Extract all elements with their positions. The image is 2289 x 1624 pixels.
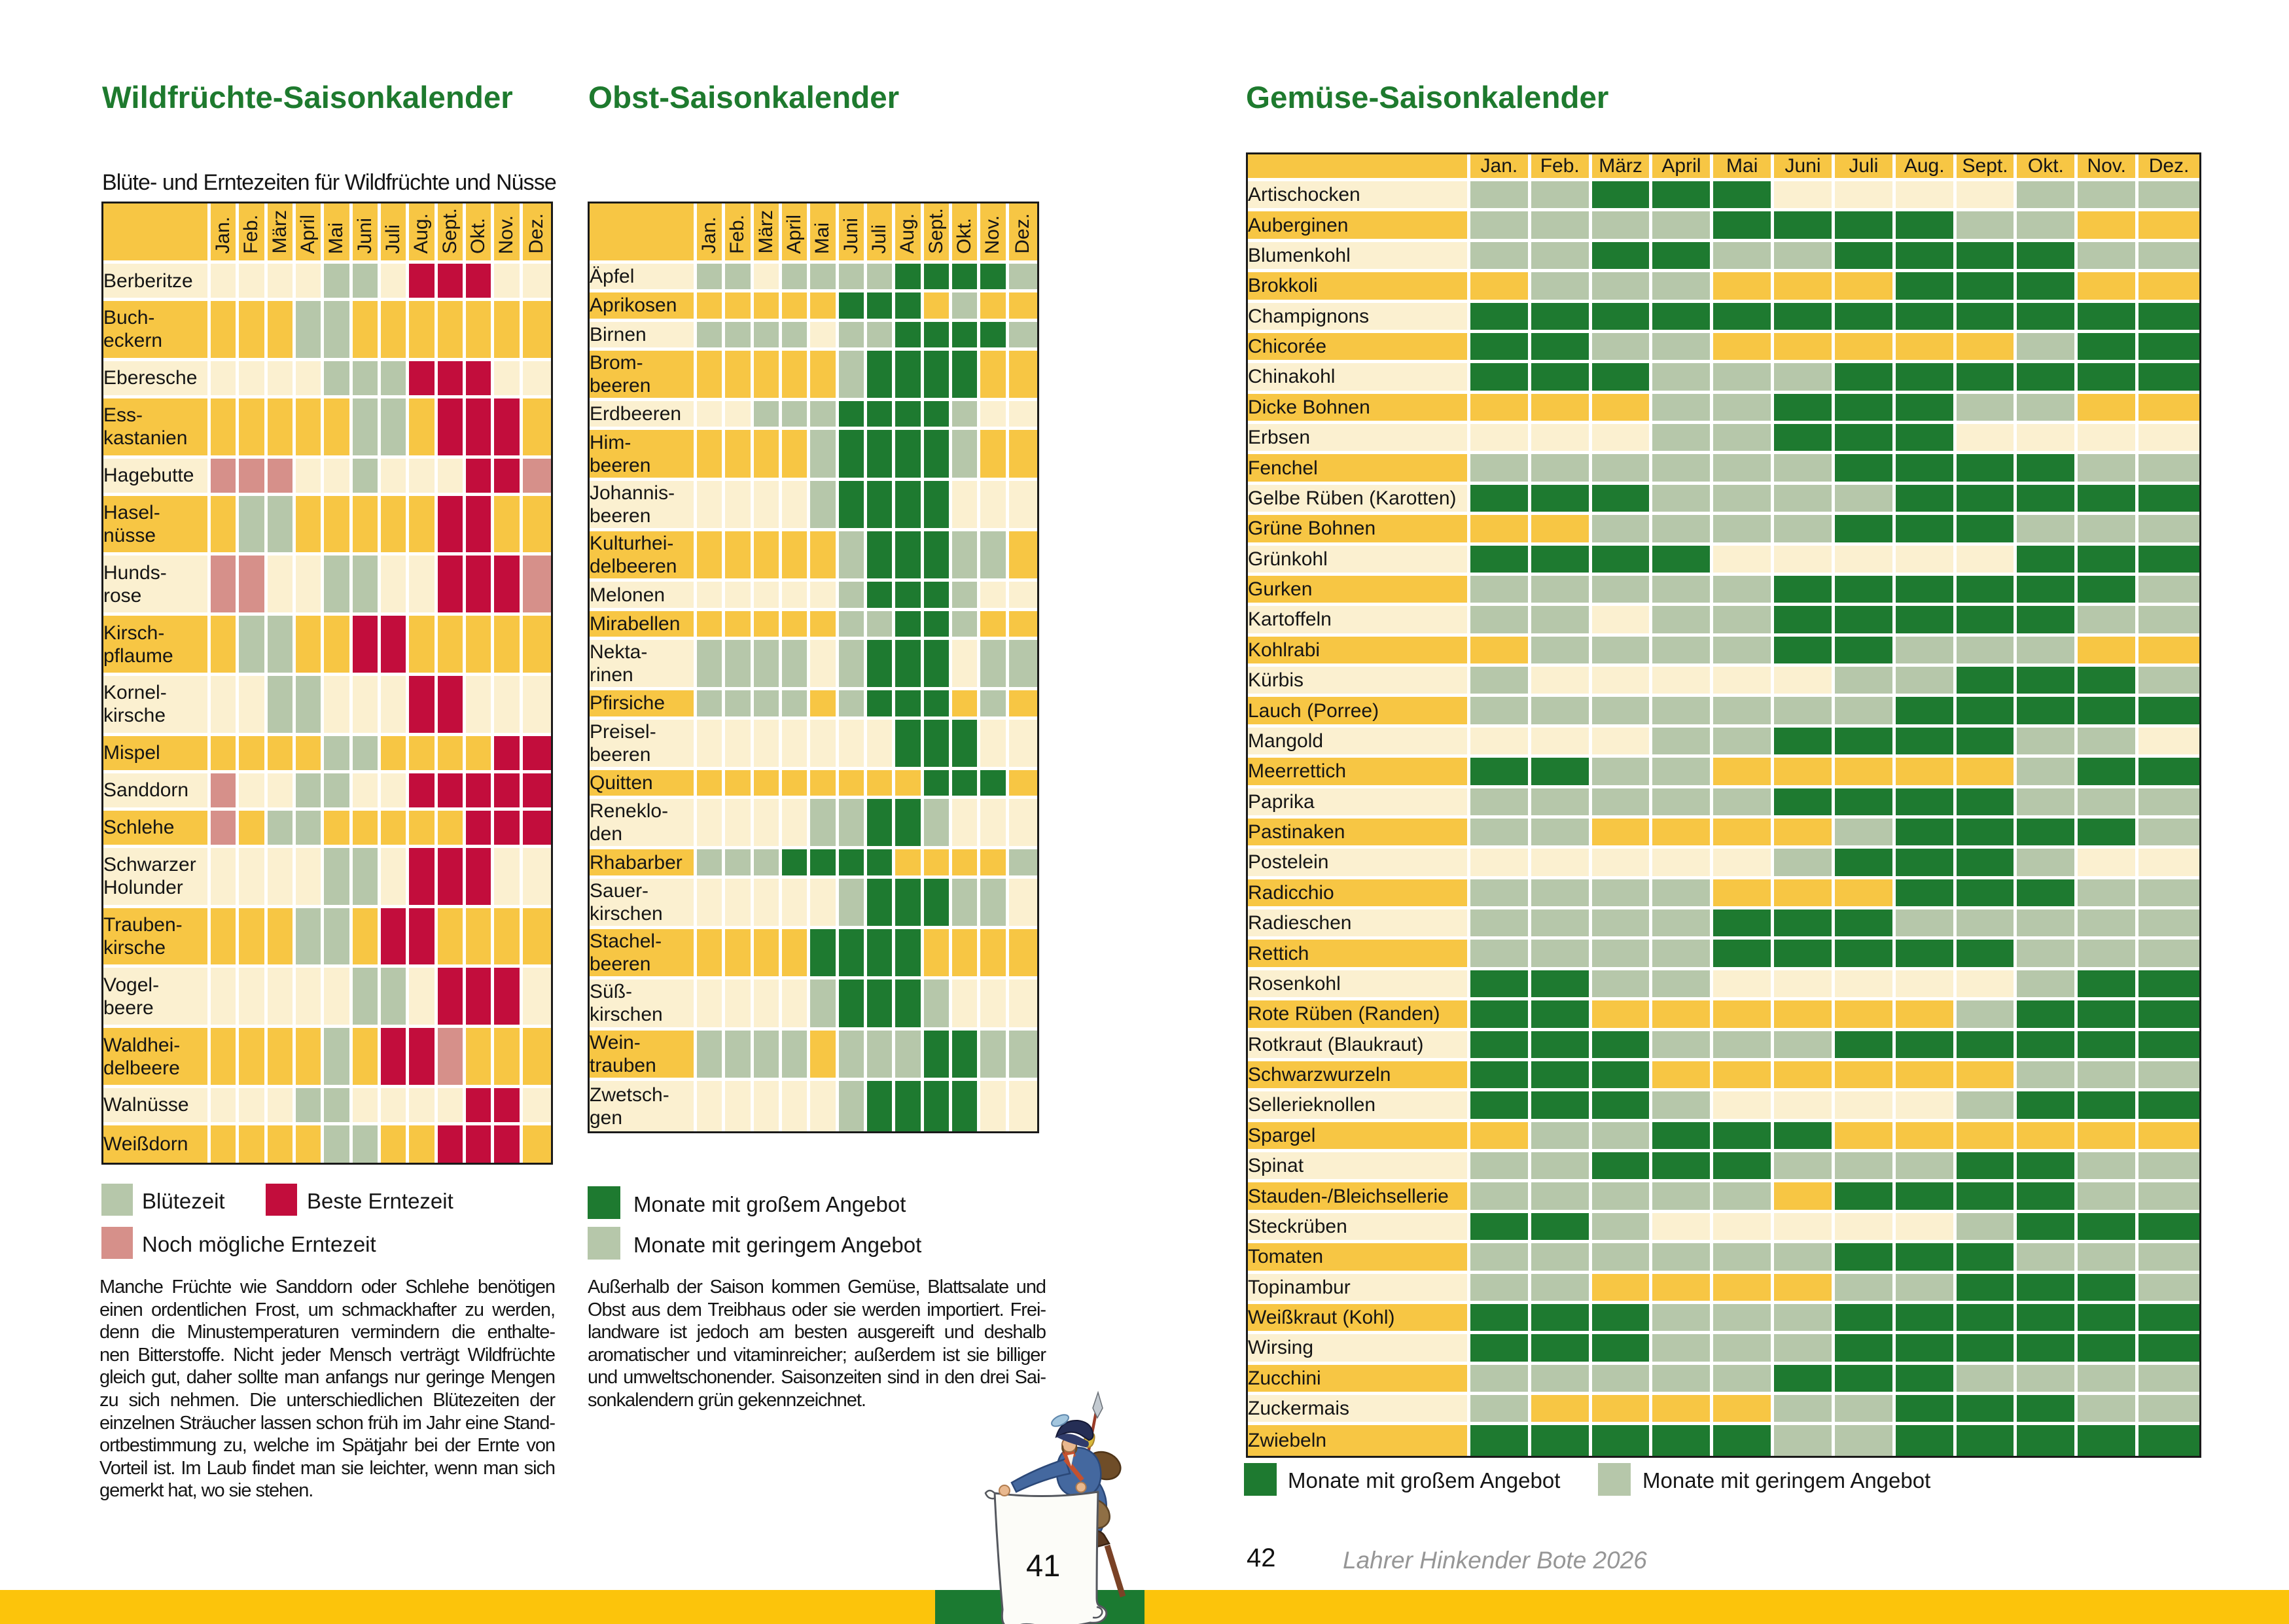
- svg-text:41: 41: [1026, 1548, 1060, 1583]
